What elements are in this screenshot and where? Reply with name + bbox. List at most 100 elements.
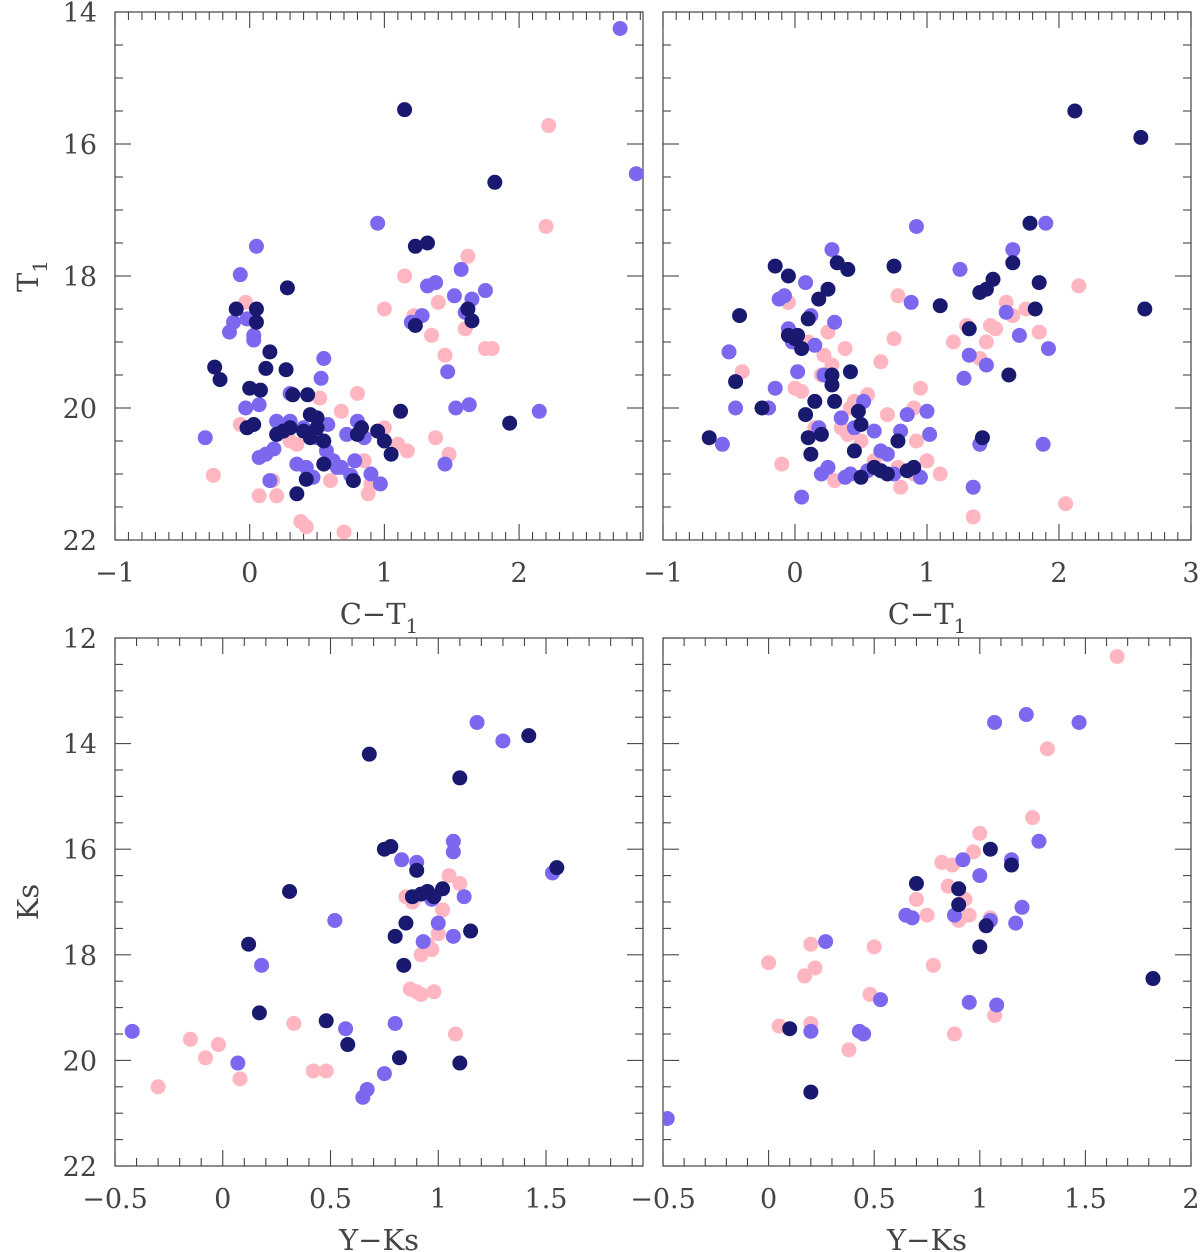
point-violet <box>372 476 388 492</box>
point-pink <box>965 509 981 525</box>
y-axis-label-subscript: 1 <box>28 260 52 273</box>
point-violet <box>232 267 248 283</box>
point-navy <box>521 728 537 744</box>
point-navy <box>397 102 413 118</box>
point-violet <box>833 410 849 426</box>
point-violet <box>461 397 477 413</box>
point-violet <box>428 275 444 291</box>
x-tick-label: 1.5 <box>525 1184 568 1215</box>
point-violet <box>1071 714 1087 730</box>
point-navy <box>932 298 948 314</box>
point-violet <box>952 261 968 277</box>
point-pink <box>424 327 440 343</box>
point-pink <box>761 955 777 971</box>
point-navy <box>853 469 869 485</box>
point-navy <box>974 430 990 446</box>
point-navy <box>340 1037 356 1053</box>
point-navy <box>318 1013 334 1029</box>
point-navy <box>728 374 744 390</box>
point-violet <box>728 400 744 416</box>
point-pink <box>448 1026 464 1042</box>
point-navy <box>803 446 819 462</box>
point-pink <box>269 488 285 504</box>
x-tick-label: 2 <box>510 558 527 589</box>
point-navy <box>1067 103 1083 119</box>
point-navy <box>207 359 223 375</box>
point-navy <box>383 839 399 855</box>
point-navy <box>464 313 480 329</box>
point-navy <box>701 430 717 446</box>
point-violet <box>316 351 332 366</box>
point-navy <box>879 466 895 482</box>
point-navy <box>811 291 827 307</box>
point-violet <box>879 446 895 462</box>
data-points <box>701 103 1153 525</box>
point-navy <box>906 459 922 475</box>
point-navy <box>258 360 274 376</box>
y-axis-label: T1 <box>11 260 52 292</box>
x-tick-label: 1 <box>971 1184 988 1215</box>
point-violet <box>394 852 410 868</box>
point-navy <box>886 258 902 274</box>
point-violet <box>313 370 329 386</box>
point-pink <box>399 443 415 459</box>
point-pink <box>435 902 451 918</box>
point-pink <box>978 334 994 350</box>
point-navy <box>409 862 425 878</box>
point-pink <box>251 488 267 504</box>
series-navy <box>207 102 518 502</box>
point-pink <box>972 825 988 841</box>
point-violet <box>721 344 737 360</box>
x-tick-label: −0.5 <box>82 1184 148 1215</box>
point-navy <box>780 268 796 284</box>
point-navy <box>463 923 479 939</box>
point-violet <box>453 261 469 277</box>
point-pink <box>1039 741 1055 757</box>
point-navy <box>1031 275 1047 291</box>
point-navy <box>842 364 858 380</box>
point-navy <box>285 387 301 403</box>
panel-top-right: −1 0 1 2 3C−T1 <box>643 11 1200 638</box>
point-violet <box>899 407 915 423</box>
point-navy <box>282 420 298 436</box>
point-pink <box>794 384 810 399</box>
point-violet <box>972 868 988 884</box>
point-violet <box>445 928 461 944</box>
y-tick-label: 22 <box>63 1152 97 1183</box>
point-pink <box>797 968 813 984</box>
point-violet <box>663 1110 675 1126</box>
point-violet <box>790 364 806 380</box>
point-violet <box>469 714 485 730</box>
point-violet <box>430 915 446 931</box>
point-violet <box>866 423 882 439</box>
point-navy <box>279 280 295 296</box>
point-navy <box>767 258 783 274</box>
point-navy <box>407 238 423 254</box>
point-violet <box>1014 899 1030 915</box>
x-axis-label-subscript: 1 <box>406 614 419 638</box>
point-violet <box>415 934 431 950</box>
point-navy <box>298 471 314 487</box>
point-pink <box>925 957 941 973</box>
point-pink <box>1031 324 1047 340</box>
point-violet <box>339 426 355 442</box>
x-axis-label-subscript: 1 <box>954 614 967 638</box>
point-pink <box>945 334 961 350</box>
point-violet <box>989 997 1005 1013</box>
series-violet <box>663 707 1087 1126</box>
series-pink <box>150 868 468 1095</box>
point-navy <box>813 426 829 442</box>
point-navy <box>798 407 814 423</box>
point-pink <box>908 891 924 907</box>
point-pink <box>1025 810 1041 826</box>
point-pink <box>286 1015 302 1031</box>
point-pink <box>879 407 895 423</box>
point-pink <box>205 467 221 483</box>
x-tick-label: 0 <box>214 1184 231 1215</box>
point-navy <box>316 433 332 449</box>
x-axis-label: Y−Ks <box>886 1223 967 1252</box>
point-violet <box>1005 242 1021 258</box>
point-violet <box>456 889 472 905</box>
point-navy <box>262 344 278 360</box>
point-navy <box>807 393 823 409</box>
